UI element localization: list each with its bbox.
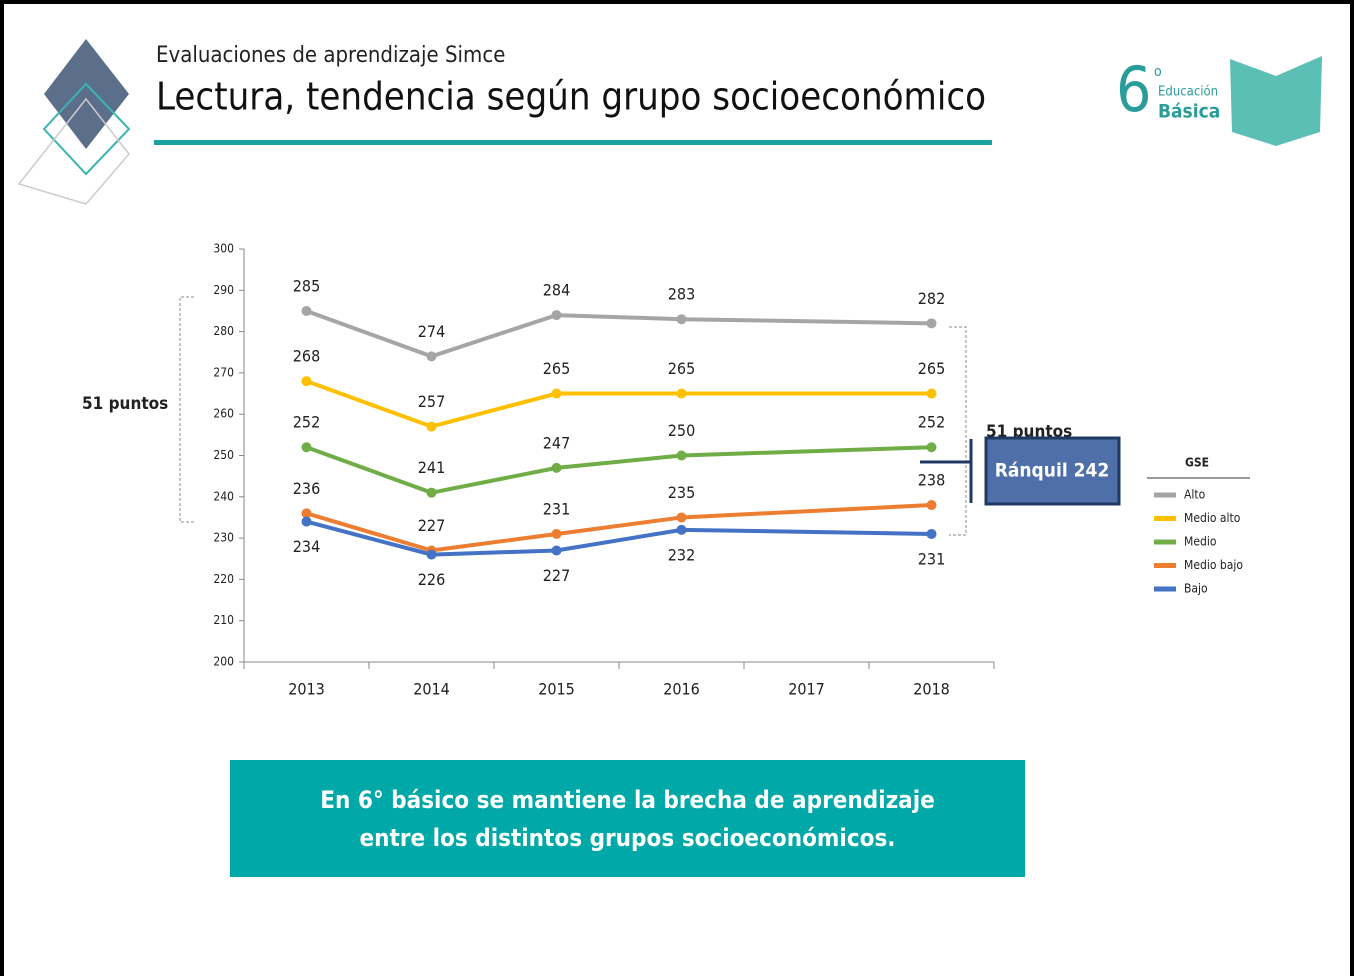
point	[676, 314, 687, 325]
y-tick-label: 220	[213, 572, 234, 586]
y-tick-label: 300	[213, 242, 234, 256]
point	[301, 442, 312, 453]
data-label: 232	[668, 545, 695, 564]
left-bracket	[179, 296, 194, 523]
data-label: 227	[418, 516, 445, 535]
x-tick-label: 2013	[288, 680, 325, 699]
data-label: 257	[418, 392, 445, 411]
x-tick-label: 2016	[663, 680, 700, 699]
marker-box	[984, 436, 1121, 506]
data-label: 265	[543, 359, 570, 378]
y-tick-label: 240	[213, 489, 234, 503]
y-tick-label: 280	[213, 324, 234, 338]
data-label: 268	[293, 347, 320, 366]
data-label: 284	[543, 281, 570, 300]
kicker: Evaluaciones de aprendizaje Simce	[156, 43, 505, 68]
point	[426, 421, 437, 432]
marker-label: Ránquil 242	[995, 460, 1110, 482]
x-tick-label: 2017	[788, 680, 825, 699]
y-tick-label: 290	[213, 283, 234, 297]
point	[551, 462, 562, 473]
point	[926, 318, 937, 329]
x-tick-label: 2018	[913, 680, 950, 699]
logo-line1: Educación	[1158, 85, 1218, 100]
point	[676, 524, 687, 535]
data-label: 265	[668, 359, 695, 378]
conclusion: En 6° básico se mantiene la brecha de ap…	[230, 760, 1025, 877]
legend-label: Medio	[1184, 535, 1217, 549]
data-label: 235	[668, 483, 695, 502]
photo-decor	[17, 39, 131, 205]
point	[426, 351, 437, 362]
y-tick-label: 260	[213, 407, 234, 421]
series-line	[305, 445, 932, 495]
point	[676, 388, 687, 399]
data-label: 252	[293, 413, 320, 432]
y-tick-label: 210	[213, 613, 234, 627]
data-label: 238	[918, 471, 945, 490]
point	[551, 545, 562, 556]
point	[301, 305, 312, 316]
point	[301, 376, 312, 387]
point	[926, 388, 937, 399]
legend-label: Medio alto	[1184, 511, 1241, 525]
point	[926, 442, 937, 453]
gap-label: 51 puntos	[82, 394, 168, 414]
logo-ordinal: o	[1154, 64, 1162, 80]
data-label: 231	[918, 549, 945, 568]
legend-title: GSE	[1185, 456, 1209, 470]
point	[426, 549, 437, 560]
series-line	[305, 503, 932, 553]
point	[551, 388, 562, 399]
data-label: 231	[543, 499, 570, 518]
point	[426, 487, 437, 498]
data-label: 226	[418, 570, 445, 589]
title: Lectura, tendencia según grupo socioecon…	[156, 75, 986, 119]
y-tick-label: 200	[213, 655, 234, 669]
x-tick-label: 2015	[538, 680, 575, 699]
series-line	[305, 309, 932, 359]
data-label: 227	[543, 566, 570, 585]
legend-label: Bajo	[1184, 582, 1208, 596]
data-label: 241	[418, 458, 445, 477]
legend-label: Alto	[1184, 488, 1206, 502]
data-label: 252	[918, 413, 945, 432]
data-label: 285	[293, 276, 320, 295]
x-tick-label: 2014	[413, 680, 450, 699]
title-rule	[154, 140, 992, 145]
data-label: 247	[543, 433, 570, 452]
point	[926, 528, 937, 539]
point	[926, 500, 937, 511]
logo-grade: 6	[1116, 53, 1151, 126]
point	[676, 450, 687, 461]
legend-label: Medio bajo	[1184, 558, 1243, 572]
point	[551, 528, 562, 539]
book-icon	[1230, 56, 1322, 146]
point	[676, 512, 687, 523]
data-label: 274	[418, 322, 445, 341]
chart: Evaluaciones de aprendizaje Simce Lectur…	[17, 39, 1322, 699]
data-label: 250	[668, 421, 695, 440]
data-label: 283	[668, 285, 695, 304]
series-line	[305, 379, 932, 429]
y-tick-label: 230	[213, 531, 234, 545]
point	[551, 310, 562, 321]
logo: 6 o Educación Básica	[1116, 53, 1322, 146]
y-tick-label: 250	[213, 448, 234, 462]
data-label: 234	[293, 537, 320, 556]
point	[301, 516, 312, 527]
data-label: 236	[293, 479, 320, 498]
y-tick-label: 270	[213, 365, 234, 379]
point	[301, 508, 312, 519]
data-label: 265	[918, 359, 945, 378]
right-bracket	[949, 326, 967, 536]
logo-line2: Básica	[1158, 101, 1220, 123]
data-label: 282	[918, 289, 945, 308]
